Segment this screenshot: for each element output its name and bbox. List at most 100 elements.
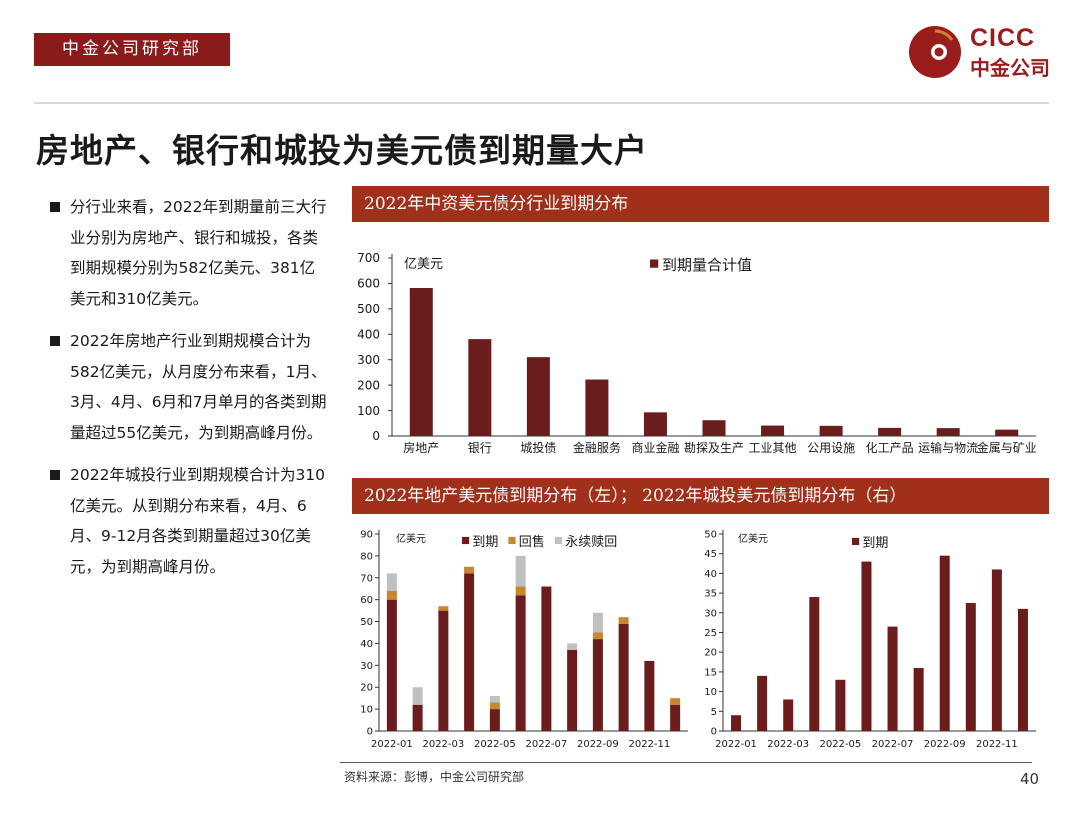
bar-永续赎回: [515, 555, 526, 587]
x-tick-label: 房地产: [403, 440, 439, 455]
page-title: 房地产、银行和城投为美元债到期量大户: [36, 131, 648, 170]
department-tag: 中金公司研究部: [34, 33, 230, 66]
x-tick-label: 2022-11: [976, 739, 1018, 750]
bar-到期: [965, 602, 976, 731]
bullet-item: 2022年房地产行业到期规模合计为582亿美元，从月度分布来看，1月、3月、4月…: [50, 326, 328, 448]
bar-到期量合计值: [995, 429, 1019, 436]
y-tick-label: 50: [704, 530, 717, 541]
legend-label: 到期: [472, 535, 498, 550]
bar-到期: [567, 650, 578, 731]
y-tick-label: 80: [360, 551, 373, 562]
bullet-text: 2022年城投行业到期规模合计为310亿美元。从到期分布来看，4月、6月、9-1…: [70, 466, 326, 576]
header-divider: [34, 102, 1049, 104]
y-tick-label: 50: [360, 617, 373, 628]
bar-到期: [939, 555, 950, 731]
bar-到期: [618, 623, 629, 731]
y-tick-label: 5: [711, 707, 717, 718]
y-tick-label: 30: [360, 661, 373, 672]
y-tick-label: 400: [357, 327, 380, 341]
bullet-square-icon: [50, 470, 60, 480]
bar-到期: [438, 610, 449, 731]
bar-到期: [887, 626, 898, 731]
bar-到期: [731, 715, 742, 731]
y-tick-label: 25: [704, 628, 717, 639]
legend-label: 到期: [862, 536, 888, 551]
bar-到期: [757, 675, 768, 731]
y-tick-label: 0: [367, 727, 373, 738]
legend-swatch: [462, 536, 470, 545]
x-tick-label: 2022-03: [422, 739, 464, 750]
bullet-square-icon: [50, 336, 60, 346]
bar-到期: [412, 704, 423, 731]
source-divider: [340, 762, 1032, 763]
page-number: 40: [1020, 770, 1040, 788]
y-tick-label: 35: [704, 589, 717, 600]
x-tick-label: 2022-05: [819, 739, 861, 750]
y-axis-unit-label: 亿美元: [396, 532, 426, 545]
bar-到期量合计值: [526, 357, 550, 436]
y-tick-label: 15: [704, 667, 717, 678]
x-tick-label: 商业金融: [631, 440, 679, 455]
bar-回售: [515, 586, 526, 596]
x-tick-label: 公用设施: [807, 441, 855, 455]
bar-到期: [644, 660, 655, 731]
source-note: 资料来源：彭博，中金公司研究部: [344, 770, 525, 784]
x-tick-label: 2022-01: [715, 739, 757, 750]
bar-到期量合计值: [468, 339, 492, 436]
bar-永续赎回: [412, 687, 423, 705]
bar-回售: [464, 566, 475, 574]
bar-到期: [515, 595, 526, 731]
bar-到期: [1017, 608, 1028, 731]
bar-回售: [438, 606, 449, 611]
bar-永续赎回: [592, 612, 603, 633]
bullet-text: 分行业来看，2022年到期量前三大行业分别为房地产、银行和城投，各类到期规模分别…: [70, 198, 327, 308]
bar-到期: [464, 573, 475, 731]
bullet-item: 分行业来看，2022年到期量前三大行业分别为房地产、银行和城投，各类到期规模分别…: [50, 192, 328, 314]
bar-到期: [489, 709, 500, 731]
bar-到期: [670, 704, 681, 731]
bar-回售: [618, 617, 629, 624]
y-tick-label: 500: [357, 302, 380, 316]
x-tick-label: 2022-07: [525, 739, 567, 750]
y-tick-label: 300: [357, 353, 380, 367]
bar-到期: [835, 679, 846, 731]
x-tick-label: 2022-09: [577, 739, 619, 750]
x-tick-label: 银行: [468, 441, 492, 455]
bar-到期量合计值: [936, 428, 960, 436]
logo-text-en: CICC: [970, 24, 1036, 52]
bar-到期: [386, 599, 397, 731]
bar-永续赎回: [489, 695, 500, 703]
logo-text-cn: 中金公司: [970, 56, 1050, 80]
y-tick-label: 40: [360, 639, 373, 650]
x-tick-label: 化工产品: [866, 441, 914, 455]
y-tick-label: 20: [360, 683, 373, 694]
bar-到期量合计值: [643, 412, 667, 436]
chart-banner-monthly: 2022年地产美元债到期分布（左）； 2022年城投美元债到期分布（右）: [352, 478, 1049, 514]
bar-到期: [592, 639, 603, 731]
y-tick-label: 10: [704, 687, 717, 698]
x-tick-label: 2022-03: [767, 739, 809, 750]
x-tick-label: 2022-01: [371, 739, 413, 750]
x-tick-label: 城投债: [520, 440, 556, 455]
bar-永续赎回: [386, 573, 397, 591]
x-tick-label: 勘探及生产: [684, 441, 744, 455]
x-tick-label: 2022-07: [872, 739, 914, 750]
cicc-logo-icon: [909, 26, 961, 78]
bar-到期: [861, 561, 872, 731]
bar-到期量合计值: [761, 425, 785, 436]
x-tick-label: 运输与物流: [918, 440, 978, 455]
y-tick-label: 10: [360, 705, 373, 716]
x-tick-label: 金融服务: [573, 440, 621, 455]
legend-label: 永续赎回: [565, 535, 617, 550]
bar-到期量合计值: [878, 427, 902, 436]
legend-swatch: [508, 536, 516, 545]
legend-swatch: [852, 537, 860, 546]
y-tick-label: 30: [704, 608, 717, 619]
bar-到期: [991, 569, 1002, 731]
y-tick-label: 70: [360, 573, 373, 584]
bar-回售: [670, 698, 681, 705]
legend-swatch: [650, 259, 659, 268]
y-tick-label: 0: [711, 727, 717, 738]
bar-到期量合计值: [819, 425, 843, 436]
bar-到期量合计值: [585, 379, 609, 436]
